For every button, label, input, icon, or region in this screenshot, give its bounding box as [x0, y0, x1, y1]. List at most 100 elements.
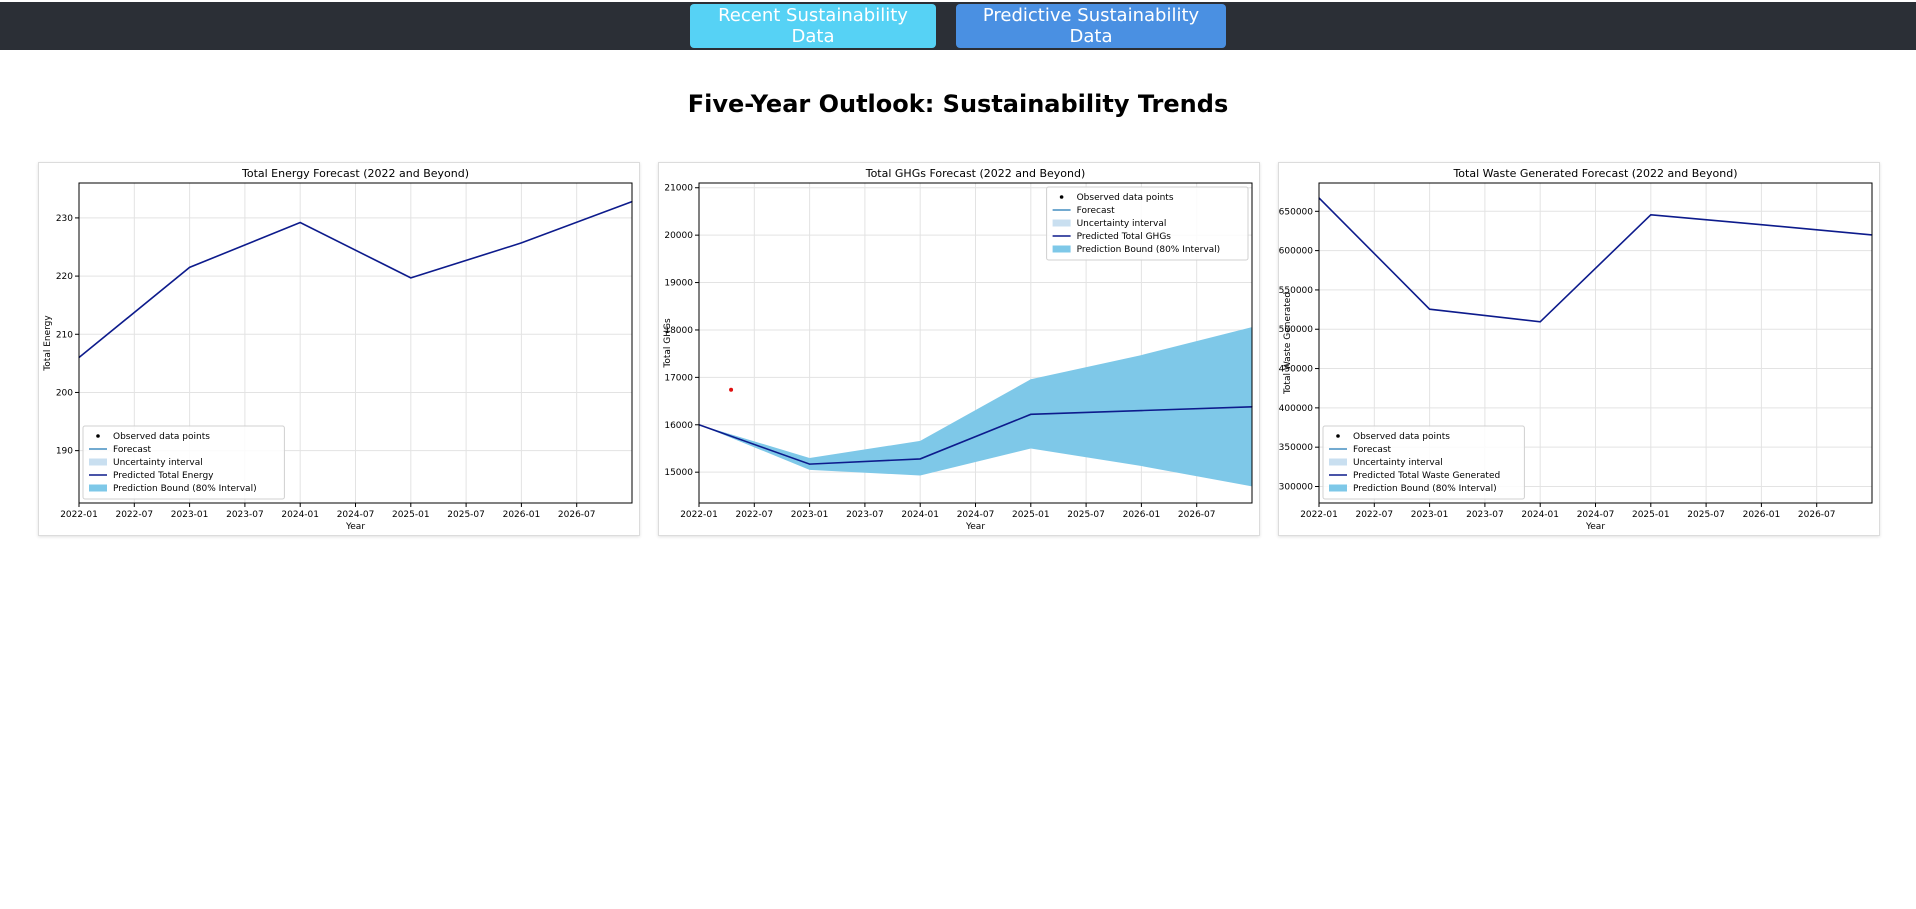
page-title: Five-Year Outlook: Sustainability Trends — [687, 90, 1229, 118]
series-point — [1650, 214, 1652, 216]
series-line-predicted — [698, 405, 1253, 465]
y-axis-label: Total Waste Generated — [1283, 292, 1293, 395]
legend-swatch-observed — [1336, 434, 1340, 438]
plot-frame — [78, 182, 633, 504]
x-tick-label: 2025-07 — [1687, 510, 1725, 520]
y-tick-label: 18000 — [664, 326, 693, 336]
x-axis-label: Year — [1585, 522, 1605, 532]
y-tick-label: 220 — [56, 272, 73, 282]
plot-frame — [698, 182, 1253, 504]
y-tick-label: 230 — [56, 214, 73, 224]
y-tick-label: 500000 — [1279, 325, 1313, 335]
series-line-predicted — [1318, 197, 1873, 323]
x-tick-label: 2024-07 — [337, 510, 375, 520]
legend-label: Observed data points — [1077, 193, 1174, 203]
y-tick-label: 21000 — [664, 184, 693, 194]
waste-forecast-chart: Total Waste Generated Forecast (2022 and… — [1279, 167, 1873, 532]
energy-forecast-chart: Total Energy Forecast (2022 and Beyond) 2… — [43, 167, 633, 532]
legend-box — [1322, 425, 1525, 500]
legend-label: Prediction Bound (80% Interval) — [113, 484, 257, 494]
series-point — [410, 277, 412, 279]
legend-swatch-bound — [1329, 484, 1347, 492]
y-tick-label: 16000 — [664, 421, 693, 431]
x-tick-label: 2024-01 — [901, 510, 939, 520]
x-tick-label: 2026-01 — [503, 510, 541, 520]
legend-label: Uncertainty interval — [113, 458, 203, 468]
legend-label: Forecast — [1077, 206, 1116, 216]
legend-label: Observed data points — [1353, 432, 1450, 442]
ghgs-forecast-chart: Total GHGs Forecast (2022 and Beyond) 202… — [663, 167, 1253, 532]
series-line-predicted — [78, 200, 633, 359]
x-tick-label: 2024-01 — [1521, 510, 1559, 520]
legend-swatch-uncertainty — [89, 458, 107, 466]
series-point — [299, 221, 301, 224]
legend-label: Prediction Bound (80% Interval) — [1353, 484, 1497, 494]
x-tick-label: 2025-01 — [1012, 510, 1050, 520]
x-tick-label: 2026-07 — [1798, 510, 1836, 520]
y-tick-label: 300000 — [1279, 482, 1313, 492]
chart-title: Total Waste Generated Forecast (2022 and… — [1452, 167, 1737, 180]
prediction-bound-band — [699, 327, 1252, 487]
legend-swatch-uncertainty — [1329, 458, 1347, 466]
predictive-sustainability-data-button[interactable]: Predictive Sustainability Data — [956, 4, 1226, 48]
legend-swatch-uncertainty — [1052, 219, 1071, 227]
y-tick-label: 550000 — [1279, 286, 1313, 296]
series-point — [189, 266, 191, 268]
legend-label: Forecast — [113, 445, 152, 455]
x-tick-label: 2022-01 — [60, 510, 98, 520]
legend-label: Observed data points — [113, 432, 210, 442]
y-tick-label: 450000 — [1279, 365, 1313, 375]
navbar: Recent Sustainability Data Predictive Su… — [0, 2, 1916, 50]
x-tick-label: 2026-07 — [558, 510, 596, 520]
y-axis-label: Total GHGs — [663, 318, 673, 369]
x-tick-label: 2025-07 — [447, 510, 485, 520]
legend-label: Predicted Total GHGs — [1077, 232, 1172, 242]
legend-label: Forecast — [1353, 445, 1392, 455]
ghgs-forecast-panel: Total GHGs Forecast (2022 and Beyond) 202… — [658, 162, 1260, 536]
y-tick-label: 15000 — [664, 468, 693, 478]
legend-swatch-observed — [96, 434, 100, 438]
y-tick-label: 650000 — [1279, 207, 1313, 217]
x-axis-label: Year — [965, 522, 985, 532]
x-tick-label: 2022-01 — [1300, 510, 1338, 520]
legend-swatch-observed — [1059, 195, 1064, 199]
x-tick-label: 2025-01 — [392, 510, 430, 520]
y-tick-label: 19000 — [664, 279, 693, 289]
plot-frame — [1318, 182, 1873, 504]
x-tick-label: 2026-01 — [1743, 510, 1781, 520]
legend-label: Predicted Total Energy — [113, 471, 214, 481]
series-point — [919, 458, 921, 460]
legend-box — [82, 425, 285, 500]
x-tick-label: 2024-07 — [1577, 510, 1615, 520]
x-tick-label: 2023-01 — [791, 510, 829, 520]
x-tick-label: 2023-07 — [846, 510, 884, 520]
series-point — [1539, 321, 1541, 323]
x-tick-label: 2023-07 — [1466, 510, 1504, 520]
series-point — [809, 463, 811, 465]
y-axis-label: Total Energy — [43, 315, 53, 372]
legend-swatch-bound — [89, 484, 107, 492]
energy-forecast-panel: Total Energy Forecast (2022 and Beyond) 2… — [38, 162, 640, 536]
legend-label: Uncertainty interval — [1353, 458, 1443, 468]
x-tick-label: 2026-01 — [1123, 510, 1161, 520]
series-point — [520, 242, 522, 244]
x-tick-label: 2023-01 — [171, 510, 209, 520]
y-tick-label: 210 — [56, 330, 73, 340]
x-axis-label: Year — [345, 522, 365, 532]
legend-label: Prediction Bound (80% Interval) — [1077, 245, 1221, 255]
y-tick-label: 350000 — [1279, 443, 1313, 453]
series-point — [1030, 413, 1032, 415]
x-tick-label: 2023-01 — [1411, 510, 1449, 520]
legend-label: Predicted Total Waste Generated — [1353, 471, 1500, 481]
y-tick-label: 600000 — [1279, 247, 1313, 257]
recent-sustainability-data-button[interactable]: Recent Sustainability Data — [690, 4, 936, 48]
series-point — [1429, 308, 1431, 310]
chart-title: Total GHGs Forecast (2022 and Beyond) — [865, 167, 1086, 180]
legend-swatch-bound — [1052, 245, 1071, 253]
y-tick-label: 17000 — [664, 373, 693, 383]
x-tick-label: 2022-07 — [115, 510, 153, 520]
y-tick-label: 20000 — [664, 231, 693, 241]
waste-forecast-panel: Total Waste Generated Forecast (2022 and… — [1278, 162, 1880, 536]
series-point — [1760, 224, 1762, 226]
x-tick-label: 2023-07 — [226, 510, 264, 520]
